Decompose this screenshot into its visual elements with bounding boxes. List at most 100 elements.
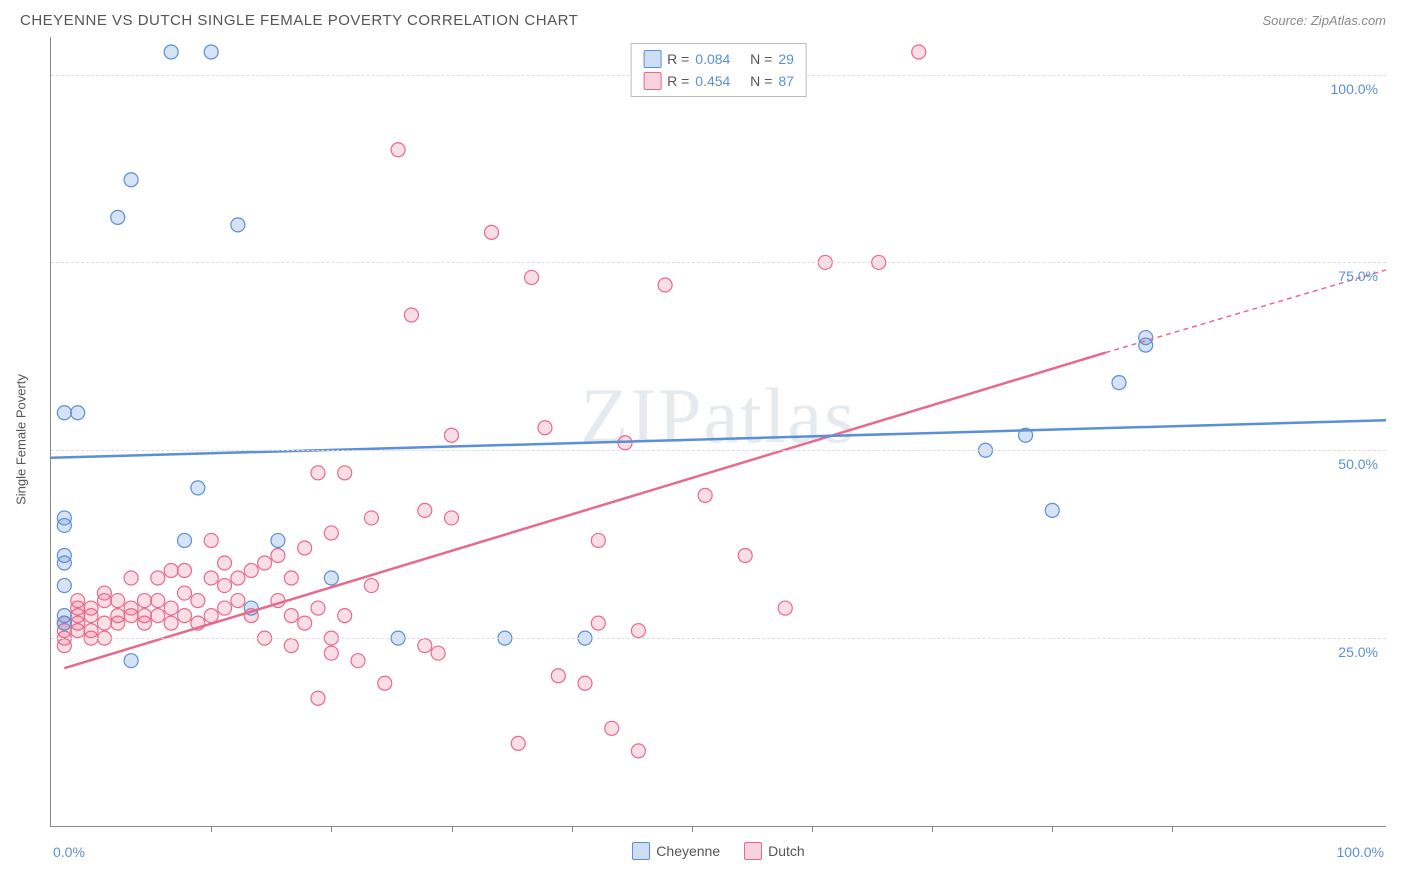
cheyenne-point [71, 406, 85, 420]
dutch-point [591, 533, 605, 547]
dutch-point [511, 736, 525, 750]
dutch-point [738, 548, 752, 562]
dutch-point [418, 503, 432, 517]
dutch-point [151, 609, 165, 623]
swatch-cheyenne-icon [632, 842, 650, 860]
dutch-point [591, 616, 605, 630]
dutch-point [231, 594, 245, 608]
dutch-point [164, 601, 178, 615]
dutch-point [445, 511, 459, 525]
legend-cheyenne-label: Cheyenne [656, 843, 720, 859]
dutch-point [164, 564, 178, 578]
dutch-point [298, 541, 312, 555]
r-label: R = [667, 73, 689, 89]
gridline [51, 262, 1386, 263]
scatter-plot-svg [51, 37, 1386, 826]
cheyenne-point [57, 579, 71, 593]
x-tick [211, 826, 212, 832]
dutch-point [151, 594, 165, 608]
dutch-point [324, 526, 338, 540]
dutch-point [231, 571, 245, 585]
dutch-point [551, 669, 565, 683]
swatch-cheyenne [643, 50, 661, 68]
dutch-point [84, 624, 98, 638]
cheyenne-point [271, 533, 285, 547]
n-label: N = [750, 73, 772, 89]
x-tick [1172, 826, 1173, 832]
dutch-point [311, 691, 325, 705]
dutch-point [698, 488, 712, 502]
dutch-point [298, 616, 312, 630]
dutch-point [111, 594, 125, 608]
x-tick [572, 826, 573, 832]
dutch-point [284, 571, 298, 585]
source-label: Source: ZipAtlas.com [1262, 13, 1386, 28]
dutch-point [364, 511, 378, 525]
swatch-dutch [643, 72, 661, 90]
dutch-point [258, 556, 272, 570]
y-tick-label: 25.0% [1338, 644, 1378, 660]
cheyenne-point [124, 654, 138, 668]
cheyenne-point [57, 511, 71, 525]
y-tick-label: 100.0% [1331, 81, 1378, 97]
gridline [51, 450, 1386, 451]
dutch-point [218, 601, 232, 615]
cheyenne-point [124, 173, 138, 187]
x-tick [452, 826, 453, 832]
dutch-point [658, 278, 672, 292]
cheyenne-point [204, 45, 218, 59]
dutch-point [204, 571, 218, 585]
dutch-point [97, 586, 111, 600]
r-label: R = [667, 51, 689, 67]
cheyenne-point [1112, 376, 1126, 390]
dutch-point [124, 601, 138, 615]
dutch-trendline [64, 353, 1105, 669]
stats-row-cheyenne: R = 0.084 N = 29 [643, 48, 794, 70]
dutch-point [137, 609, 151, 623]
dutch-point [538, 421, 552, 435]
dutch-point [244, 564, 258, 578]
x-tick [932, 826, 933, 832]
bottom-legend: Cheyenne Dutch [51, 842, 1386, 860]
cheyenne-point [164, 45, 178, 59]
cheyenne-trendline [51, 420, 1386, 458]
dutch-point [111, 609, 125, 623]
dutch-point [631, 624, 645, 638]
cheyenne-point [324, 571, 338, 585]
cheyenne-point [57, 406, 71, 420]
dutch-point [178, 564, 192, 578]
stats-row-dutch: R = 0.454 N = 87 [643, 70, 794, 92]
y-tick-label: 75.0% [1338, 268, 1378, 284]
cheyenne-point [231, 218, 245, 232]
dutch-point [605, 721, 619, 735]
dutch-point [311, 466, 325, 480]
dutch-point [84, 601, 98, 615]
y-tick-label: 50.0% [1338, 456, 1378, 472]
gridline [51, 638, 1386, 639]
dutch-point [178, 586, 192, 600]
dutch-point [525, 270, 539, 284]
cheyenne-point [178, 533, 192, 547]
dutch-point [311, 601, 325, 615]
dutch-point [97, 616, 111, 630]
dutch-point [391, 143, 405, 157]
dutch-point [485, 225, 499, 239]
dutch-point [404, 308, 418, 322]
dutch-point [364, 579, 378, 593]
cheyenne-point [57, 609, 71, 623]
dutch-point [137, 594, 151, 608]
x-tick [1052, 826, 1053, 832]
dutch-point [218, 579, 232, 593]
legend-dutch-label: Dutch [768, 843, 805, 859]
n-label: N = [750, 51, 772, 67]
dutch-n-value: 87 [778, 73, 794, 89]
chart-title: CHEYENNE VS DUTCH SINGLE FEMALE POVERTY … [20, 12, 578, 29]
dutch-point [284, 609, 298, 623]
stats-legend: R = 0.084 N = 29 R = 0.454 N = 87 [630, 43, 807, 97]
x-tick [331, 826, 332, 832]
dutch-point [218, 556, 232, 570]
dutch-point [338, 609, 352, 623]
cheyenne-point [111, 210, 125, 224]
dutch-point [164, 616, 178, 630]
dutch-point [71, 594, 85, 608]
